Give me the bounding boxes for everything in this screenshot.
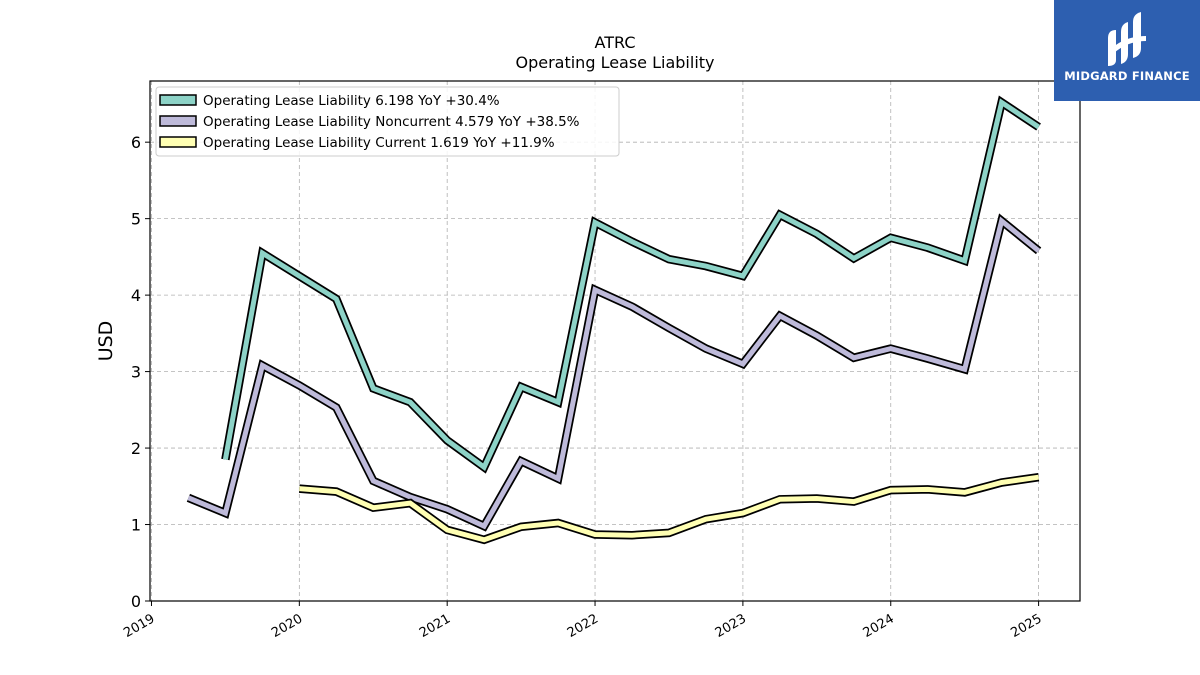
legend-label-3: Operating Lease Liability Current 1.619 … [203, 135, 555, 151]
x-axis: 2019 2020 2021 2022 2023 2024 2025 [121, 601, 1045, 641]
legend-swatch-3 [159, 136, 197, 148]
series-layer [186, 95, 1042, 545]
legend-box [155, 86, 620, 157]
y-tick-label: 4 [131, 286, 141, 305]
chart-subtitle: Operating Lease Liability [515, 53, 714, 72]
y-tick-label: 2 [131, 439, 141, 458]
plot-frame [149, 80, 1081, 602]
legend-swatch-1 [159, 94, 197, 106]
x-tick-label: 2022 [565, 611, 601, 641]
grid [150, 81, 1080, 602]
series-outline-2 [186, 213, 1042, 532]
legend-label-1: Operating Lease Liability 6.198 YoY +30.… [203, 93, 500, 109]
x-tick-label: 2020 [269, 611, 305, 641]
legend: Operating Lease Liability 6.198 YoY +30.… [155, 86, 620, 157]
x-tick-label: 2019 [121, 611, 157, 641]
legend-swatch-2 [159, 115, 197, 127]
series-line-1 [222, 98, 1040, 472]
midgard-finance-logo: MIDGARD FINANCE [1054, 0, 1200, 101]
y-tick-label: 0 [131, 592, 141, 611]
series-outline-1 [221, 95, 1041, 474]
x-tick-label: 2024 [861, 611, 897, 641]
series-line-3 [299, 474, 1039, 543]
y-tick-label: 3 [131, 363, 141, 382]
y-tick-label: 6 [131, 133, 141, 152]
series-line-2 [187, 216, 1041, 530]
logo-text: MIDGARD FINANCE [1064, 69, 1190, 83]
chart-title: ATRC [595, 33, 636, 52]
y-tick-label: 5 [131, 210, 141, 229]
x-tick-label: 2023 [713, 611, 749, 641]
x-tick-label: 2021 [417, 611, 453, 641]
legend-label-2: Operating Lease Liability Noncurrent 4.5… [203, 114, 580, 130]
y-axis: 0 1 2 3 4 5 6 [131, 133, 150, 611]
y-tick-label: 1 [131, 516, 141, 535]
x-tick-label: 2025 [1008, 611, 1044, 641]
midgard-logo-icon [1108, 12, 1146, 66]
y-axis-label: USD [95, 321, 117, 362]
